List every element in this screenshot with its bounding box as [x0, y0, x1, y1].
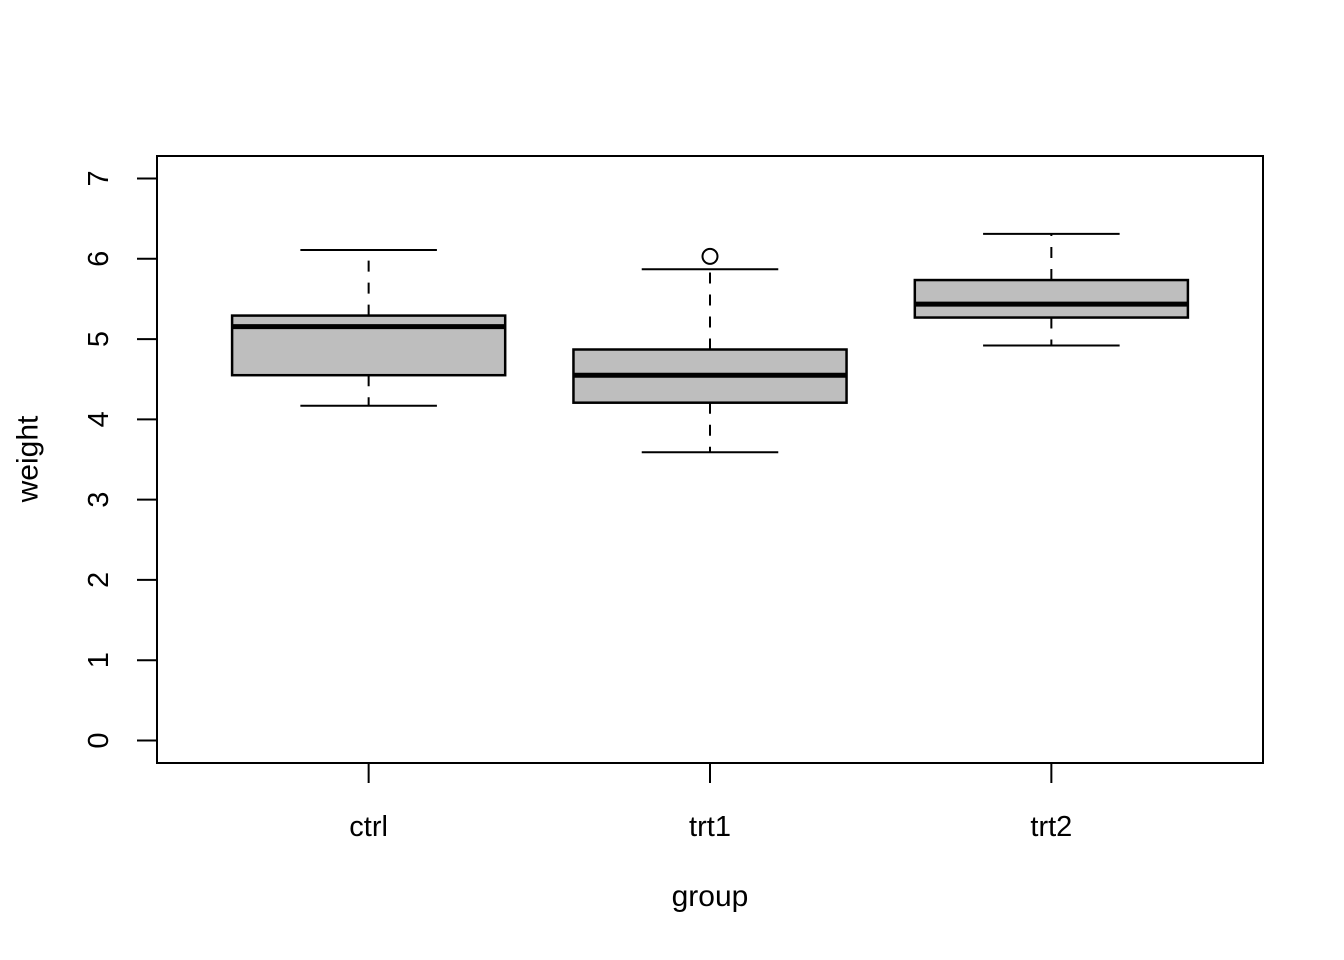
- x-tick-label-trt1: trt1: [689, 811, 731, 843]
- x-tick-label-ctrl: ctrl: [349, 811, 388, 843]
- y-tick-label-6: 6: [83, 251, 115, 267]
- y-tick-label-0: 0: [83, 732, 115, 748]
- y-axis-title: weight: [12, 415, 45, 503]
- box-trt2: [913, 278, 1190, 319]
- plot-border: [156, 155, 1264, 764]
- y-tick-label-7: 7: [83, 170, 115, 186]
- y-tick-label-3: 3: [83, 492, 115, 508]
- plot-generated-group: 0 1 2 3 4 5 6 7 ctrl trt1 trt2: [83, 155, 1264, 843]
- x-axis-title: group: [672, 880, 749, 913]
- y-tick-label-1: 1: [83, 652, 115, 668]
- y-tick-label-2: 2: [83, 572, 115, 588]
- x-tick-label-trt2: trt2: [1030, 811, 1072, 843]
- y-tick-label-5: 5: [83, 331, 115, 347]
- outlier-trt1-0: [701, 247, 719, 265]
- y-tick-label-4: 4: [83, 411, 115, 427]
